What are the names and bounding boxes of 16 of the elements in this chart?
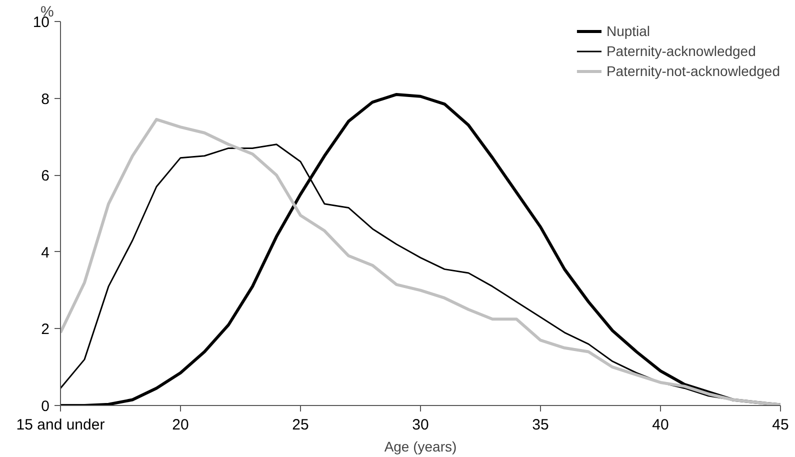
x-tick-label: 40 bbox=[652, 416, 669, 434]
legend-label: Paternity-acknowledged bbox=[606, 43, 756, 59]
x-tick-label: 35 bbox=[532, 416, 549, 434]
y-tick-label: 8 bbox=[41, 90, 50, 108]
legend-label: Nuptial bbox=[606, 23, 650, 39]
legend-label: Paternity-not-acknowledged bbox=[606, 63, 780, 79]
x-tick-label: 15 and under bbox=[16, 416, 105, 434]
y-tick-label: 2 bbox=[41, 321, 50, 338]
y-tick-label: 4 bbox=[41, 244, 50, 262]
y-tick-label: 0 bbox=[41, 398, 50, 415]
y-tick-label: 6 bbox=[41, 168, 50, 185]
x-tick-label: 30 bbox=[412, 416, 429, 434]
x-tick-label: 20 bbox=[172, 416, 189, 434]
x-tick-label: 45 bbox=[772, 416, 789, 434]
x-axis-title: Age (years) bbox=[384, 438, 457, 454]
x-tick-label: 25 bbox=[292, 416, 309, 434]
